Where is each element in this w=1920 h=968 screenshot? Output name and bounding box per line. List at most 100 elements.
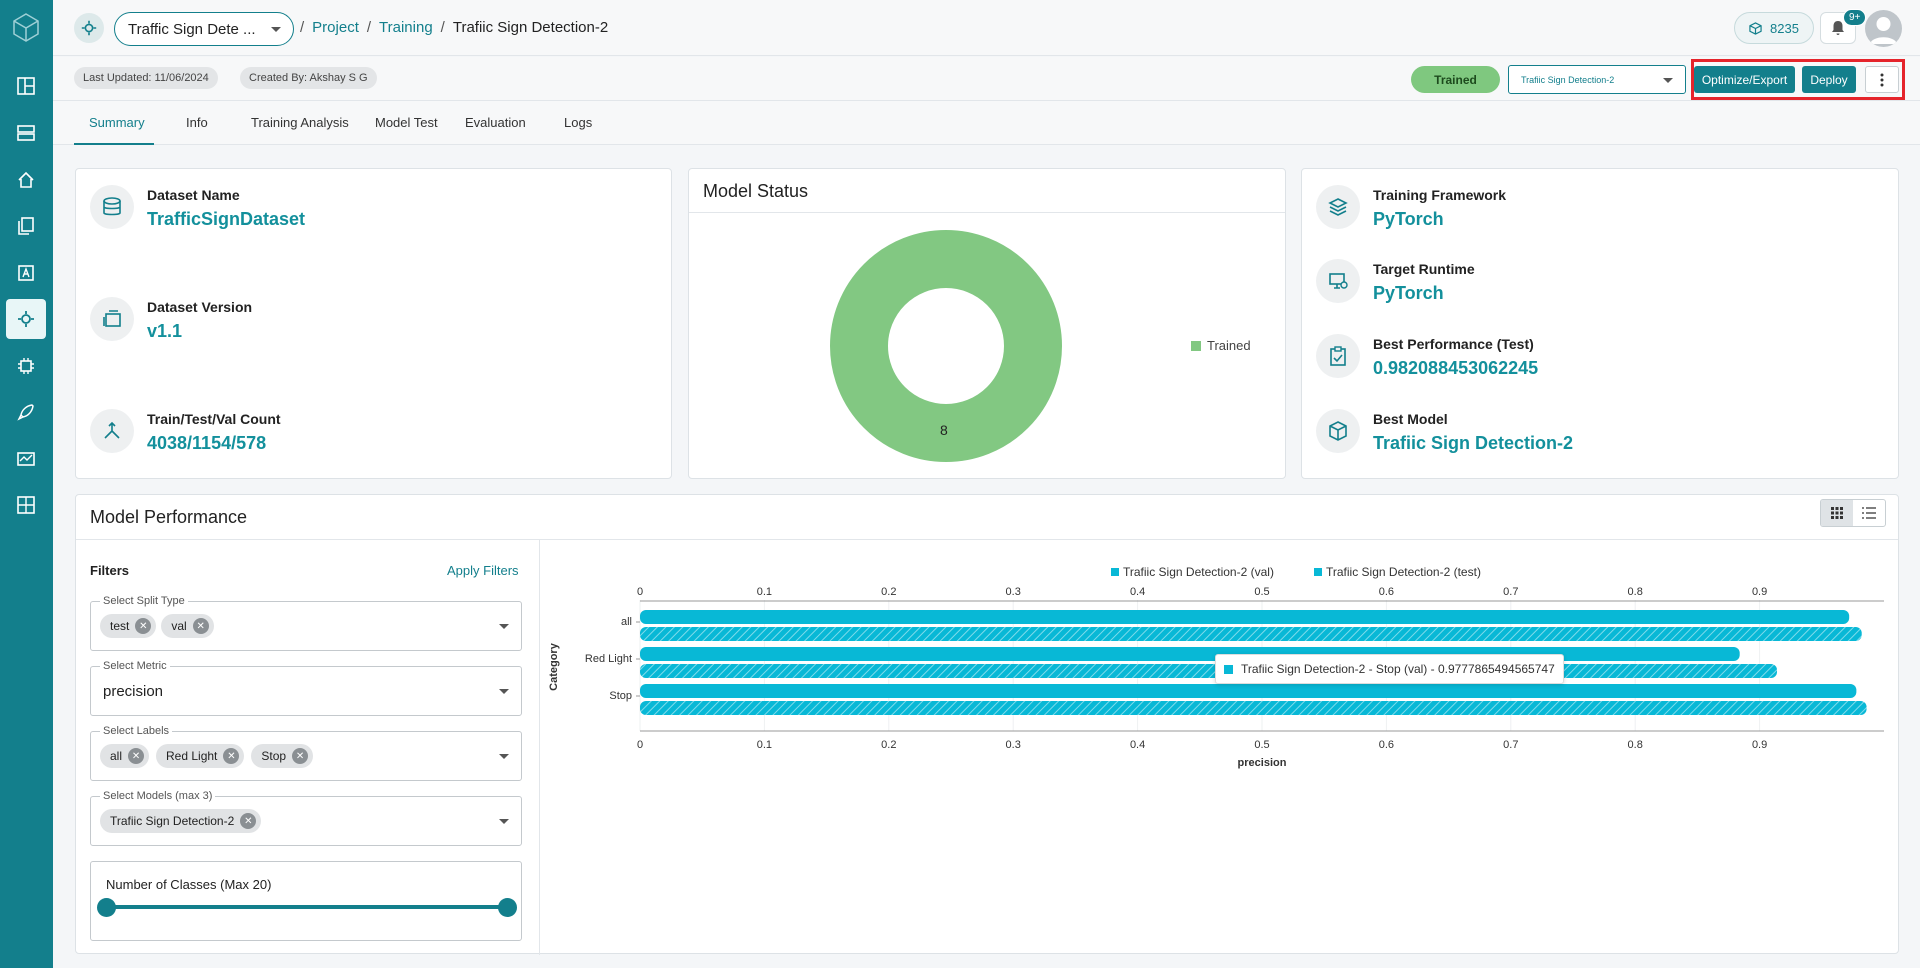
- chip-red-light[interactable]: Red Light ✕: [156, 744, 245, 768]
- split-type-label: Select Split Type: [100, 595, 188, 607]
- chip-label: val: [171, 619, 187, 633]
- notifications-button[interactable]: [1820, 12, 1856, 44]
- legend-trained-label: Trained: [1207, 338, 1251, 353]
- active-tab-indicator: [74, 143, 154, 145]
- labels-label: Select Labels: [100, 725, 173, 737]
- tab-logs[interactable]: Logs: [564, 115, 593, 130]
- runtime-label: Target Runtime: [1373, 261, 1475, 277]
- sidebar-storage-icon[interactable]: [6, 113, 46, 153]
- x-tick-label-top: 0: [637, 586, 643, 598]
- sidebar-rocket-icon[interactable]: [6, 392, 46, 432]
- labels-select[interactable]: Select Labels all ✕ Red Light ✕ Stop ✕: [90, 725, 522, 781]
- sidebar-settings-grid-icon[interactable]: [6, 485, 46, 525]
- chip-remove-icon[interactable]: ✕: [192, 618, 209, 634]
- app-logo-icon[interactable]: [11, 12, 41, 42]
- tab-training-analysis[interactable]: Training Analysis: [251, 115, 349, 130]
- bar-red-light-test[interactable]: [640, 664, 1778, 678]
- tab-info[interactable]: Info: [186, 115, 208, 130]
- sidebar-home-icon[interactable]: [6, 160, 46, 200]
- x-tick-label-top: 0.2: [881, 586, 896, 598]
- sidebar-files-icon[interactable]: [6, 206, 46, 246]
- cube-icon: [1749, 21, 1762, 35]
- breadcrumb-sep: /: [300, 19, 305, 36]
- legend-series-label[interactable]: Trafiic Sign Detection-2 (test): [1326, 565, 1481, 579]
- x-tick-label-bottom: 0.4: [1130, 739, 1145, 751]
- x-tick-label-top: 0.1: [757, 586, 772, 598]
- runtime-row: Target Runtime PyTorch: [1316, 259, 1475, 304]
- project-select[interactable]: Traffic Sign Dete ...: [114, 12, 294, 46]
- metric-select[interactable]: Select Metric precision: [90, 660, 522, 716]
- view-toggle: [1820, 499, 1886, 527]
- bar-red-light-val[interactable]: [640, 647, 1740, 661]
- bar-stop-val[interactable]: [640, 684, 1857, 698]
- sidebar-annotation-icon[interactable]: [6, 253, 46, 293]
- x-tick-label-bottom: 0.8: [1628, 739, 1643, 751]
- notification-badge: 9+: [1843, 9, 1867, 26]
- bar-all-val[interactable]: [640, 610, 1850, 624]
- chip-label: Trafiic Sign Detection-2: [110, 814, 235, 828]
- breadcrumb-sep: /: [440, 19, 445, 36]
- bar-stop-test[interactable]: [640, 701, 1867, 715]
- breadcrumb-training[interactable]: Training: [379, 19, 433, 36]
- model-version-value: Trafiic Sign Detection-2: [1521, 74, 1615, 85]
- dataset-name-row: Dataset Name TrafficSignDataset: [90, 185, 305, 230]
- split-count-label: Train/Test/Val Count: [147, 411, 281, 427]
- chip-stop[interactable]: Stop ✕: [251, 744, 314, 768]
- runtime-monitor-icon: [1316, 259, 1360, 303]
- more-vertical-icon: [1880, 73, 1884, 86]
- sidebar-chip-icon[interactable]: [6, 346, 46, 386]
- chip-remove-icon[interactable]: ✕: [128, 748, 145, 764]
- breadcrumb-current: Trafiic Sign Detection-2: [452, 19, 609, 36]
- tab-evaluation[interactable]: Evaluation: [465, 115, 526, 130]
- bar-all-test[interactable]: [640, 627, 1862, 641]
- framework-value: PyTorch: [1373, 209, 1444, 229]
- classes-label: Number of Classes (Max 20): [106, 877, 272, 892]
- chip-label: all: [110, 749, 123, 763]
- sidebar-training-icon[interactable]: [6, 299, 46, 339]
- donut-slice-trained[interactable]: [830, 230, 1062, 462]
- dataset-version-row: Dataset Version v1.1: [90, 297, 252, 342]
- breadcrumb-sep: /: [366, 19, 372, 36]
- apply-filters-button[interactable]: Apply Filters: [447, 563, 519, 578]
- split-chips: test ✕ val ✕: [100, 614, 214, 638]
- donut-chart: [830, 230, 1062, 462]
- tab-model-test[interactable]: Model Test: [375, 115, 438, 130]
- chip-all[interactable]: all ✕: [100, 744, 150, 768]
- chevron-down-icon: [499, 689, 509, 694]
- database-icon: [90, 185, 134, 229]
- grid-view-button[interactable]: [1821, 500, 1853, 526]
- models-select[interactable]: Select Models (max 3) Trafiic Sign Detec…: [90, 790, 522, 846]
- range-slider-track[interactable]: [106, 905, 510, 909]
- list-view-button[interactable]: [1853, 500, 1885, 526]
- donut-value-label: 8: [940, 422, 948, 438]
- split-type-select[interactable]: Select Split Type test ✕ val ✕: [90, 595, 522, 651]
- chip-model[interactable]: Trafiic Sign Detection-2 ✕: [100, 809, 262, 833]
- optimize-export-button[interactable]: Optimize/Export: [1694, 66, 1795, 93]
- chip-remove-icon[interactable]: ✕: [240, 813, 257, 829]
- avatar[interactable]: [1865, 10, 1902, 47]
- sidebar-monitor-icon[interactable]: [6, 439, 46, 479]
- model-status-title: Model Status: [703, 181, 809, 201]
- range-slider-min-handle[interactable]: [97, 898, 116, 917]
- chip-remove-icon[interactable]: ✕: [292, 748, 309, 764]
- sidebar-dashboard-icon[interactable]: [6, 66, 46, 106]
- chip-val[interactable]: val ✕: [161, 614, 214, 638]
- x-tick-label-top: 0.6: [1379, 586, 1394, 598]
- model-version-select[interactable]: Trafiic Sign Detection-2: [1508, 65, 1686, 94]
- best-model-value[interactable]: Trafiic Sign Detection-2: [1373, 433, 1574, 453]
- chip-test[interactable]: test ✕: [100, 614, 157, 638]
- model-status-card: Model Status 8 Trained: [688, 168, 1286, 479]
- breadcrumb-project[interactable]: Project: [312, 19, 359, 36]
- deploy-button[interactable]: Deploy: [1802, 66, 1856, 93]
- range-slider-max-handle[interactable]: [498, 898, 517, 917]
- credits-button[interactable]: 8235: [1734, 12, 1814, 44]
- tab-summary[interactable]: Summary: [89, 115, 145, 130]
- chip-remove-icon[interactable]: ✕: [135, 618, 152, 634]
- x-tick-label-top: 0.4: [1130, 586, 1145, 598]
- legend-series-label[interactable]: Trafiic Sign Detection-2 (val): [1123, 565, 1274, 579]
- chevron-down-icon: [499, 754, 509, 759]
- chip-remove-icon[interactable]: ✕: [223, 748, 240, 764]
- model-info-bar: Last Updated: 11/06/2024 Created By: Aks…: [53, 57, 1920, 101]
- more-options-button[interactable]: [1865, 66, 1899, 93]
- tooltip-swatch: [1224, 664, 1233, 674]
